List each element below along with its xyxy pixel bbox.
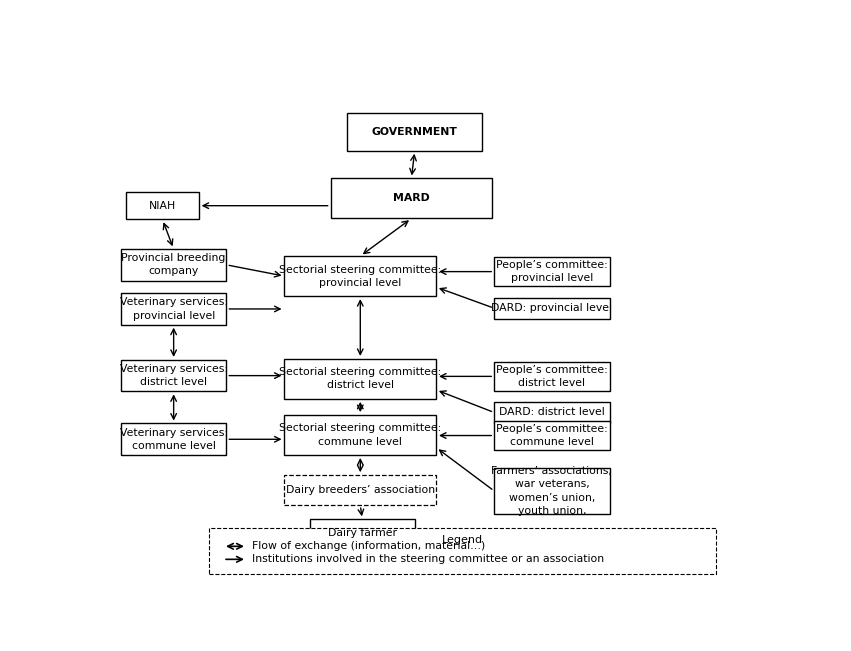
Text: People’s committee:
provincial level: People’s committee: provincial level (496, 260, 608, 283)
FancyBboxPatch shape (208, 528, 717, 574)
Text: Institutions involved in the steering committee or an association: Institutions involved in the steering co… (252, 555, 604, 564)
Text: Veterinary services:
district level: Veterinary services: district level (120, 364, 228, 387)
Text: Farmers’ associations,
war veterans,
women’s union,
youth union,: Farmers’ associations, war veterans, wom… (491, 466, 613, 516)
FancyBboxPatch shape (121, 424, 226, 455)
Text: Legend: Legend (442, 534, 483, 545)
Text: Dairy farmer: Dairy farmer (328, 528, 397, 538)
Text: GOVERNMENT: GOVERNMENT (372, 127, 458, 137)
Text: Flow of exchange (information, material…): Flow of exchange (information, material…… (252, 541, 485, 551)
FancyBboxPatch shape (121, 249, 226, 281)
Text: DARD: provincial level: DARD: provincial level (491, 303, 613, 313)
FancyBboxPatch shape (494, 362, 609, 391)
Text: NIAH: NIAH (149, 201, 176, 211)
Text: DARD: district level: DARD: district level (499, 408, 605, 417)
Text: Sectorial steering committee:
commune level: Sectorial steering committee: commune le… (279, 423, 442, 447)
FancyBboxPatch shape (121, 293, 226, 325)
FancyBboxPatch shape (347, 113, 483, 151)
Text: Provincial breeding
company: Provincial breeding company (122, 253, 226, 277)
FancyBboxPatch shape (126, 192, 199, 219)
FancyBboxPatch shape (284, 359, 436, 399)
FancyBboxPatch shape (494, 467, 609, 514)
Text: Sectorial steering committee:
provincial level: Sectorial steering committee: provincial… (279, 264, 442, 288)
FancyBboxPatch shape (494, 402, 609, 423)
Text: People’s committee:
district level: People’s committee: district level (496, 365, 608, 388)
FancyBboxPatch shape (494, 257, 609, 286)
Text: Veterinary services:
commune level: Veterinary services: commune level (120, 428, 228, 451)
Text: Sectorial steering committee:
district level: Sectorial steering committee: district l… (279, 367, 442, 391)
FancyBboxPatch shape (494, 421, 609, 450)
FancyBboxPatch shape (310, 519, 415, 547)
Text: Veterinary services:
provincial level: Veterinary services: provincial level (120, 298, 228, 320)
Text: Dairy breeders’ association: Dairy breeders’ association (286, 485, 435, 495)
FancyBboxPatch shape (330, 178, 492, 219)
FancyBboxPatch shape (121, 360, 226, 391)
Text: MARD: MARD (393, 193, 430, 203)
Text: People’s committee:
commune level: People’s committee: commune level (496, 424, 608, 447)
FancyBboxPatch shape (284, 475, 436, 505)
FancyBboxPatch shape (284, 415, 436, 455)
FancyBboxPatch shape (284, 256, 436, 296)
FancyBboxPatch shape (494, 298, 609, 319)
